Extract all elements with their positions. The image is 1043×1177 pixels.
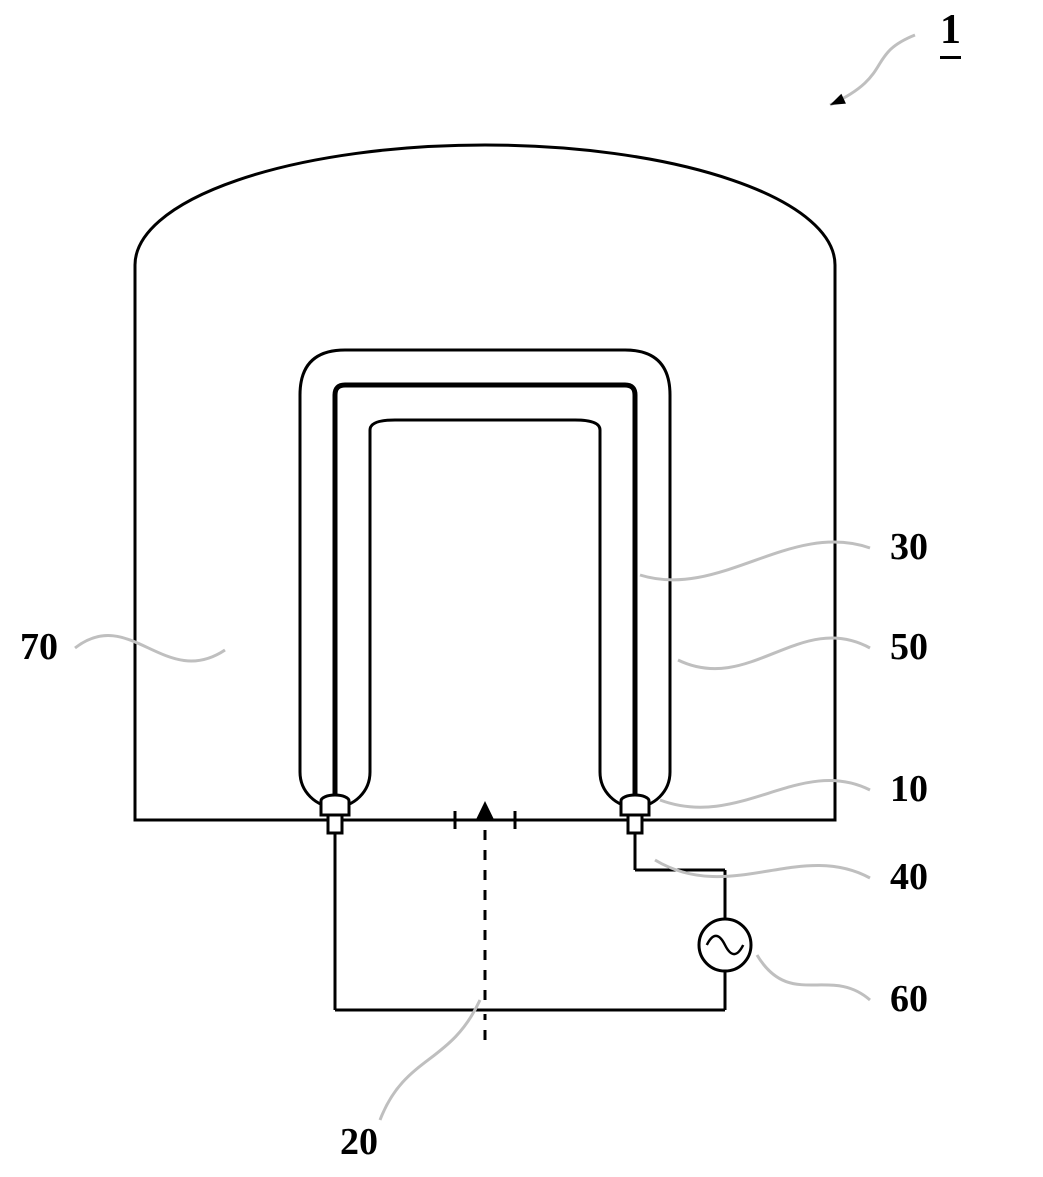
label-60: 60 xyxy=(890,977,928,1021)
feedthrough-body xyxy=(628,815,642,833)
feedthrough-cap xyxy=(321,795,349,815)
feedthrough-body xyxy=(328,815,342,833)
leader-line xyxy=(678,638,870,669)
inner-shell xyxy=(300,350,670,807)
label-40: 40 xyxy=(890,855,928,899)
label-10: 10 xyxy=(890,767,928,811)
label-50: 50 xyxy=(890,625,928,669)
label-30: 30 xyxy=(890,525,928,569)
feedthrough-cap xyxy=(621,795,649,815)
inner-core xyxy=(335,385,635,795)
leader-line xyxy=(830,35,915,105)
leader-line xyxy=(660,780,870,807)
label-20: 20 xyxy=(340,1120,378,1164)
center-axis-arrow xyxy=(476,801,494,819)
label-70: 70 xyxy=(20,625,58,669)
leader-line xyxy=(75,635,225,661)
leader-line xyxy=(757,955,870,1000)
leader-arrowhead xyxy=(830,94,846,105)
label-1: 1 xyxy=(940,6,961,59)
outer-shell xyxy=(135,145,835,820)
leader-line xyxy=(380,1000,480,1120)
